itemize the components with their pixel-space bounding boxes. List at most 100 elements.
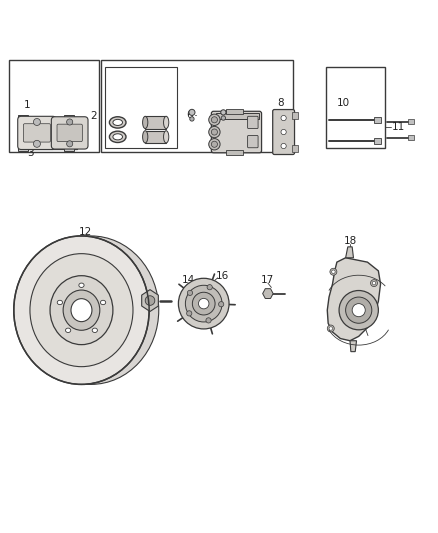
Ellipse shape <box>143 131 148 143</box>
FancyBboxPatch shape <box>51 117 88 149</box>
FancyBboxPatch shape <box>273 110 294 155</box>
Polygon shape <box>263 289 273 298</box>
Polygon shape <box>346 247 353 258</box>
Circle shape <box>209 139 220 150</box>
Circle shape <box>329 327 332 330</box>
Bar <box>18 147 28 151</box>
Text: 13: 13 <box>134 303 148 313</box>
Circle shape <box>192 292 215 315</box>
Bar <box>374 117 381 123</box>
Bar <box>292 112 298 119</box>
Bar <box>408 135 414 140</box>
Circle shape <box>332 270 335 273</box>
Bar <box>292 145 298 152</box>
Bar <box>374 138 381 144</box>
Ellipse shape <box>110 131 126 142</box>
Ellipse shape <box>100 300 106 305</box>
FancyBboxPatch shape <box>57 124 82 142</box>
Circle shape <box>209 114 220 125</box>
Ellipse shape <box>110 117 126 128</box>
Circle shape <box>67 141 73 147</box>
Ellipse shape <box>66 328 71 333</box>
Ellipse shape <box>71 298 92 321</box>
Circle shape <box>189 109 195 116</box>
Text: 5: 5 <box>115 100 122 110</box>
Ellipse shape <box>14 236 149 384</box>
Bar <box>145 116 166 128</box>
Bar <box>326 67 385 148</box>
Ellipse shape <box>50 276 113 345</box>
Text: 3: 3 <box>27 148 34 158</box>
Text: 14: 14 <box>182 276 195 286</box>
Text: 18: 18 <box>343 236 357 246</box>
Ellipse shape <box>63 290 100 330</box>
Circle shape <box>209 126 220 138</box>
Ellipse shape <box>30 254 133 367</box>
Text: 1: 1 <box>24 100 30 110</box>
Text: 17: 17 <box>261 276 275 286</box>
Circle shape <box>185 285 222 322</box>
Circle shape <box>187 311 192 316</box>
Bar <box>10 60 99 152</box>
Ellipse shape <box>163 116 169 128</box>
Circle shape <box>67 119 73 125</box>
Bar <box>216 114 259 119</box>
Ellipse shape <box>92 328 97 333</box>
Ellipse shape <box>143 116 148 128</box>
Ellipse shape <box>57 300 63 305</box>
Text: 12: 12 <box>79 228 92 237</box>
Bar <box>145 131 166 143</box>
FancyBboxPatch shape <box>247 116 258 128</box>
Circle shape <box>198 298 209 309</box>
FancyBboxPatch shape <box>23 124 50 142</box>
Text: 8: 8 <box>277 98 283 108</box>
Ellipse shape <box>23 236 159 384</box>
Circle shape <box>346 297 372 323</box>
Circle shape <box>33 118 40 125</box>
Polygon shape <box>350 341 357 352</box>
Text: 7: 7 <box>224 110 231 119</box>
Text: 2: 2 <box>90 111 97 121</box>
FancyBboxPatch shape <box>18 116 56 149</box>
Ellipse shape <box>163 131 169 143</box>
Circle shape <box>187 290 193 295</box>
Circle shape <box>221 116 226 120</box>
Circle shape <box>221 110 226 115</box>
Bar <box>101 60 293 152</box>
Polygon shape <box>327 258 381 341</box>
Ellipse shape <box>79 283 84 287</box>
Text: 16: 16 <box>216 271 229 281</box>
Bar <box>64 147 74 151</box>
Text: 4: 4 <box>168 89 174 99</box>
Ellipse shape <box>113 119 123 125</box>
Circle shape <box>212 129 218 135</box>
Circle shape <box>371 280 378 287</box>
Circle shape <box>330 268 337 275</box>
Text: 11: 11 <box>392 122 405 132</box>
Bar <box>408 119 414 124</box>
Circle shape <box>33 140 40 147</box>
Bar <box>105 67 177 148</box>
Circle shape <box>219 302 224 307</box>
FancyBboxPatch shape <box>247 135 258 148</box>
Polygon shape <box>142 289 158 311</box>
Circle shape <box>339 290 378 330</box>
Circle shape <box>207 285 212 290</box>
Circle shape <box>281 143 286 149</box>
Bar <box>226 150 243 155</box>
Bar <box>64 116 74 119</box>
Circle shape <box>327 325 334 332</box>
Circle shape <box>178 278 229 329</box>
Circle shape <box>206 318 211 323</box>
Circle shape <box>212 117 218 123</box>
Circle shape <box>190 117 194 121</box>
Circle shape <box>281 130 286 135</box>
Text: 10: 10 <box>337 98 350 108</box>
Bar <box>18 116 28 119</box>
Circle shape <box>281 116 286 120</box>
Bar <box>226 109 243 115</box>
Ellipse shape <box>113 134 123 140</box>
Circle shape <box>212 141 218 147</box>
Circle shape <box>145 296 155 305</box>
FancyBboxPatch shape <box>212 111 261 153</box>
